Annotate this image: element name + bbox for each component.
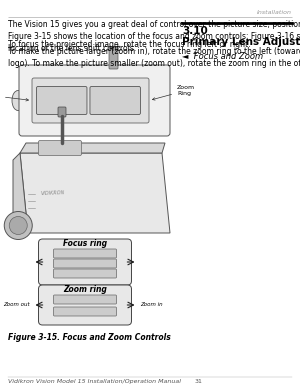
FancyBboxPatch shape (53, 269, 116, 278)
Circle shape (4, 211, 32, 239)
Text: Installation: Installation (257, 10, 292, 15)
Text: ◄  Focus and Zoom: ◄ Focus and Zoom (182, 52, 263, 61)
Ellipse shape (12, 90, 24, 111)
FancyBboxPatch shape (53, 249, 116, 258)
FancyBboxPatch shape (109, 47, 118, 69)
FancyBboxPatch shape (53, 259, 116, 268)
Text: To make the picture larger (zoom in), rotate the zoom ring to the left (toward t: To make the picture larger (zoom in), ro… (8, 47, 300, 68)
Polygon shape (20, 153, 170, 233)
FancyBboxPatch shape (38, 239, 131, 285)
FancyBboxPatch shape (38, 285, 131, 325)
Text: Zoom ring: Zoom ring (63, 285, 107, 294)
Text: Vidikron Vision Model 15 Installation/Operation Manual: Vidikron Vision Model 15 Installation/Op… (8, 379, 181, 384)
Polygon shape (13, 153, 28, 233)
Text: Zoom in: Zoom in (140, 303, 163, 308)
Text: Zoom
Ring: Zoom Ring (152, 85, 195, 100)
Text: Focus ring: Focus ring (63, 239, 107, 248)
Circle shape (9, 217, 27, 234)
FancyBboxPatch shape (37, 87, 87, 114)
FancyBboxPatch shape (58, 107, 66, 117)
Text: 31: 31 (195, 379, 203, 384)
FancyBboxPatch shape (19, 65, 170, 136)
Text: Zoom out: Zoom out (3, 303, 29, 308)
FancyBboxPatch shape (53, 307, 116, 316)
FancyBboxPatch shape (53, 295, 116, 304)
FancyBboxPatch shape (32, 78, 149, 123)
FancyBboxPatch shape (38, 140, 82, 156)
Text: Focus
Ring: Focus Ring (0, 90, 28, 101)
Text: Primary Lens Adjustments: Primary Lens Adjustments (182, 37, 300, 47)
Text: The Vision 15 gives you a great deal of control over the picture size, position : The Vision 15 gives you a great deal of … (8, 20, 300, 53)
Polygon shape (20, 143, 165, 153)
FancyBboxPatch shape (90, 87, 140, 114)
Text: VIDIKRON: VIDIKRON (41, 190, 65, 196)
Text: To focus the projected image, rotate the focus ring left or right.: To focus the projected image, rotate the… (8, 40, 250, 49)
Text: Figure 3-15. Focus and Zoom Controls: Figure 3-15. Focus and Zoom Controls (8, 333, 171, 342)
Text: 3.10: 3.10 (182, 26, 208, 36)
